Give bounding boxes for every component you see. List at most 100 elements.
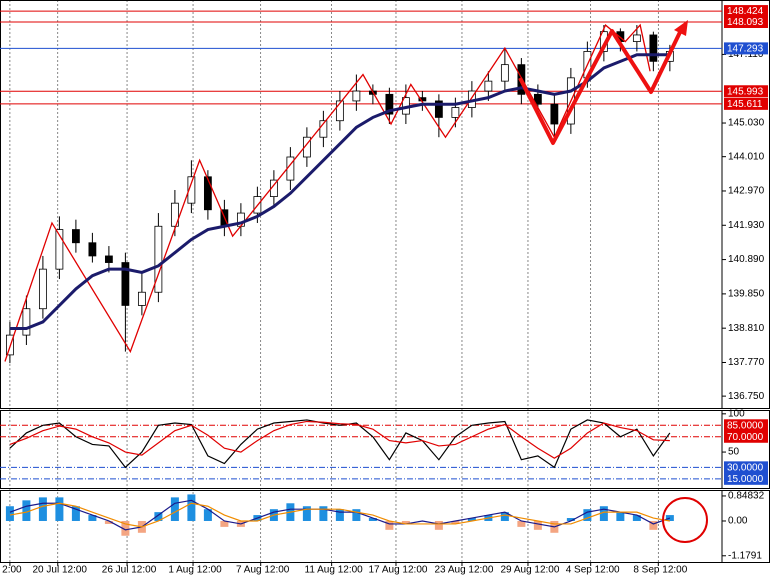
x-tick-label: 7 Aug 12:00 xyxy=(236,565,290,576)
candle-body xyxy=(104,255,113,263)
histogram-bar xyxy=(71,506,80,521)
histogram-bar xyxy=(451,520,460,524)
candle-body xyxy=(385,93,394,115)
level-label-box xyxy=(724,472,768,485)
histogram-bar xyxy=(220,520,229,527)
x-tick-label: 17 Aug 12:00 xyxy=(369,565,428,576)
level-label: 145.993 xyxy=(727,86,764,97)
histogram-bar xyxy=(88,515,97,521)
candle-body xyxy=(137,291,146,306)
x-tick-label: 23 Aug 12:00 xyxy=(434,565,493,576)
candle-body xyxy=(533,93,542,105)
histogram-bar xyxy=(352,509,361,521)
y-tick-label: 0.84832 xyxy=(728,491,765,502)
level-label: 147.293 xyxy=(727,44,764,55)
level-label: 70.0000 xyxy=(727,432,764,443)
histogram-bar xyxy=(583,509,592,521)
candle-body xyxy=(550,103,559,125)
drawn-arrow xyxy=(518,25,685,145)
histogram-bar xyxy=(335,509,344,521)
candle-body xyxy=(484,80,493,92)
histogram-bar xyxy=(121,520,130,536)
candle-body xyxy=(71,229,80,244)
level-label: 85.0000 xyxy=(727,420,764,431)
candle-body xyxy=(170,202,179,227)
level-label-box xyxy=(724,85,768,98)
y-tick-label: 138.810 xyxy=(728,323,765,334)
candle-body xyxy=(154,225,163,293)
histogram-bar xyxy=(170,497,179,521)
histogram-bar xyxy=(434,520,443,530)
zigzag-line xyxy=(4,23,651,362)
histogram-bar xyxy=(368,518,377,521)
x-tick-label: 1 Aug 12:00 xyxy=(168,565,222,576)
histogram-bar xyxy=(500,512,509,521)
histogram-bar xyxy=(533,520,542,530)
candle-body xyxy=(649,34,658,62)
level-label-box xyxy=(724,430,768,443)
histogram-bar xyxy=(517,520,526,527)
arrow-head xyxy=(674,20,688,36)
y-tick-label: 142.970 xyxy=(728,186,765,197)
candle-body xyxy=(121,262,130,306)
candle-body xyxy=(38,268,47,310)
candle-body xyxy=(500,64,509,82)
histogram-bar xyxy=(319,506,328,521)
histogram-bar xyxy=(385,520,394,530)
histogram-bar xyxy=(154,512,163,521)
candle-body xyxy=(22,308,31,336)
y-tick-label: 141.930 xyxy=(728,220,765,231)
x-tick-label: 20 Jul 12:00 xyxy=(32,565,87,576)
histogram-bar xyxy=(203,509,212,521)
histogram-bar xyxy=(467,518,476,521)
histogram-bar xyxy=(599,506,608,521)
candle-body xyxy=(632,34,641,42)
indicator-line xyxy=(9,502,670,528)
level-label-box xyxy=(724,461,768,474)
y-tick-label: 145.030 xyxy=(728,118,765,129)
histogram-bar xyxy=(5,506,14,521)
histogram-bar xyxy=(55,497,64,521)
level-label: 145.611 xyxy=(727,99,763,110)
x-tick-label: 29 Aug 12:00 xyxy=(500,565,559,576)
histogram-bar xyxy=(649,520,658,530)
candle-body xyxy=(88,242,97,257)
y-tick-label: 137.770 xyxy=(728,357,765,368)
y-tick-label: 0.00 xyxy=(728,516,748,527)
level-label-box xyxy=(724,42,768,55)
x-tick-label: 2:00 xyxy=(2,565,22,576)
candle-body xyxy=(335,100,344,122)
level-label: 148.424 xyxy=(727,6,764,17)
histogram-bar xyxy=(187,494,196,521)
highlight-circle xyxy=(662,497,708,543)
level-label-box xyxy=(724,419,768,432)
candle-body xyxy=(451,107,460,118)
histogram-bar xyxy=(401,520,410,524)
x-tick-label: 11 Aug 12:00 xyxy=(305,565,364,576)
candle-body xyxy=(302,136,311,158)
level-label: 30.0000 xyxy=(727,462,764,473)
histogram-bar xyxy=(104,520,113,524)
x-tick-label: 8 Sep 12:00 xyxy=(633,565,687,576)
candle-body xyxy=(203,176,212,211)
indicator-line xyxy=(9,53,670,331)
level-label-box xyxy=(724,97,768,110)
candle-body xyxy=(55,229,64,270)
level-label-box xyxy=(724,5,768,18)
y-tick-label: 50 xyxy=(728,447,740,458)
y-tick-label: 100 xyxy=(728,408,745,419)
histogram-bar xyxy=(302,506,311,521)
indicator-line xyxy=(9,499,671,531)
level-label: 148.093 xyxy=(727,17,764,28)
candle-body xyxy=(352,90,361,102)
y-tick-label: 139.850 xyxy=(728,289,765,300)
histogram-bar xyxy=(632,515,641,521)
y-tick-label: 140.890 xyxy=(728,254,765,265)
candle-body xyxy=(187,176,196,204)
level-label: 15.0000 xyxy=(727,474,764,485)
histogram-bar xyxy=(38,497,47,521)
histogram-bar xyxy=(566,518,575,521)
y-tick-label: 136.750 xyxy=(728,391,765,402)
